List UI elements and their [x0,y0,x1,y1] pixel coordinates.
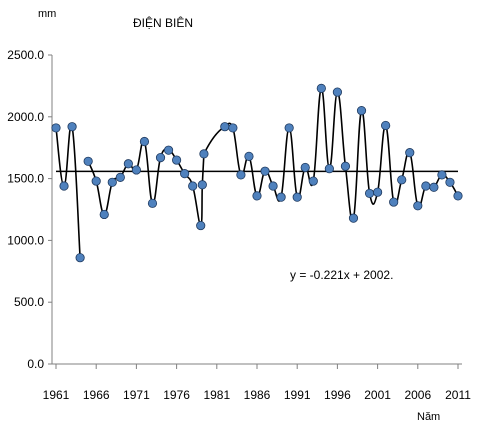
data-point [356,106,367,116]
x-tick-label: 1996 [324,388,351,402]
chart-title: ĐIỆN BIÊN [133,15,193,30]
data-point [413,201,423,211]
data-point [155,152,166,163]
y-tick-label: 2000.0 [7,110,44,124]
data-point [220,122,230,132]
series-line [55,124,81,258]
data-point [75,253,85,263]
x-tick-label: 1971 [123,388,150,402]
data-point [199,149,209,159]
x-tick-label: 1976 [163,388,190,402]
data-point [196,220,206,231]
data-point [244,151,254,161]
regression-equation: y = -0.221x + 2002. [290,268,393,282]
data-point [91,176,101,186]
data-point [67,122,77,132]
data-point [372,187,383,197]
data-point [83,156,93,166]
data-point [139,136,150,147]
data-points [51,83,463,263]
data-point [163,145,174,155]
data-point [429,182,439,192]
data-point [340,161,351,171]
y-axis-ticks: 0.0 500.0 1000.0 1500.0 2000.0 2500.0 [7,48,52,371]
series-line-connector [203,126,226,155]
data-point [180,169,190,179]
data-point [59,181,69,191]
data-point [228,123,238,133]
y-tick-label: 1500.0 [7,172,44,186]
data-point [107,177,117,187]
x-tick-label: 2006 [404,388,431,402]
data-point [131,165,141,175]
data-point [381,120,391,131]
data-point [197,180,207,190]
x-axis-label: Năm [417,411,440,423]
data-point [284,123,294,133]
data-point [252,191,262,201]
x-tick-label: 2001 [364,388,391,402]
y-tick-label: 0.0 [27,357,44,371]
data-point [364,188,375,199]
data-point [332,87,342,97]
x-tick-label: 2011 [445,388,471,402]
data-point [236,170,246,180]
data-point [147,198,158,208]
data-point [405,148,415,158]
data-point [268,181,278,191]
x-axis-ticks: 1961 1966 1971 1976 1981 1986 1991 1996 2001 2006… [43,364,471,402]
data-point [115,172,125,182]
series-line [224,87,459,221]
data-point [99,209,109,220]
x-tick-label: 1981 [203,388,230,402]
data-point [348,213,359,223]
data-point [172,155,182,165]
y-tick-label: 2500.0 [7,48,44,62]
y-tick-label: 1000.0 [7,233,44,247]
data-point [437,170,447,180]
data-point [308,176,318,186]
data-point [276,192,286,202]
data-point [324,164,334,174]
data-point [300,162,310,173]
data-point [389,197,399,207]
x-tick-label: 1991 [284,388,311,402]
data-point [260,166,270,176]
x-tick-label: 1966 [83,388,110,402]
data-point [316,83,326,93]
y-tick-label: 500.0 [14,295,44,309]
series-lines [55,87,459,258]
data-point [123,159,133,169]
data-point [51,123,61,133]
data-point [397,175,407,185]
x-tick-label: 1961 [43,388,70,402]
data-point [445,177,455,187]
y-unit-label: mm [38,8,56,20]
x-tick-label: 1986 [244,388,271,402]
data-point [453,191,463,201]
data-point [421,181,431,191]
data-point [188,181,198,191]
data-point [292,192,302,202]
